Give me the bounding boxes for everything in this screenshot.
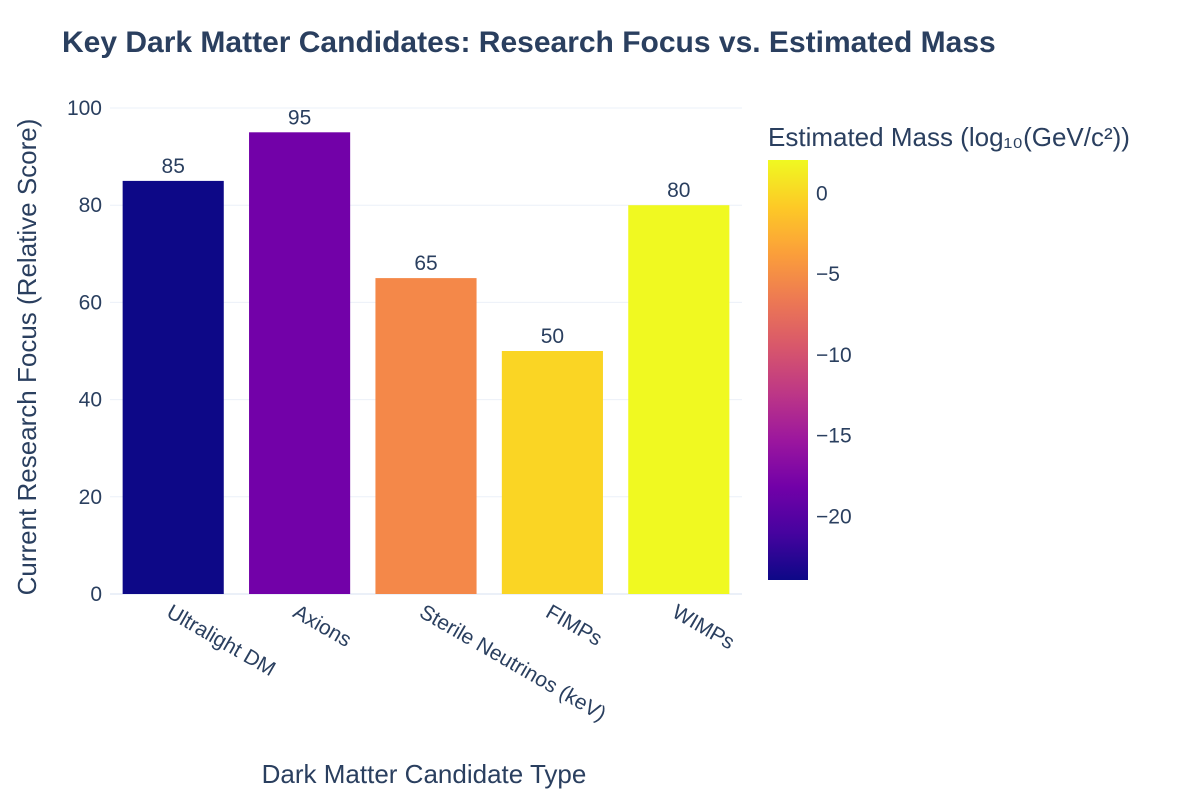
y-axis-title: Current Research Focus (Relative Score) bbox=[12, 119, 42, 596]
bar bbox=[122, 180, 224, 594]
y-tick-label: 0 bbox=[90, 583, 102, 606]
chart-title: Key Dark Matter Candidates: Research Foc… bbox=[62, 26, 996, 59]
colorbar-tick-label: −20 bbox=[816, 505, 852, 528]
y-tick-label: 80 bbox=[79, 194, 102, 217]
bar bbox=[249, 132, 351, 595]
x-tick-label: Ultralight DM bbox=[163, 600, 280, 681]
y-tick-label: 20 bbox=[79, 486, 102, 509]
data-label: 65 bbox=[414, 252, 437, 275]
y-axis-ticks: 0 20 40 60 80 100 bbox=[67, 97, 102, 606]
x-tick-label: Axions bbox=[289, 600, 355, 651]
colorbar-ticks: 0 −5 −10 −15 −20 bbox=[816, 182, 852, 528]
data-label: 50 bbox=[541, 325, 564, 348]
colorbar-tick-label: −10 bbox=[816, 344, 852, 367]
data-labels: 85 95 65 50 80 bbox=[162, 106, 691, 348]
colorbar-tick-label: 0 bbox=[816, 182, 828, 205]
x-tick-label: WIMPs bbox=[668, 600, 738, 654]
y-tick-label: 100 bbox=[67, 97, 102, 120]
x-axis-ticks: Ultralight DM Axions Sterile Neutrinos (ke… bbox=[163, 600, 739, 726]
bar bbox=[628, 205, 730, 594]
colorbar-gradient bbox=[768, 160, 808, 580]
y-tick-label: 40 bbox=[79, 389, 102, 412]
x-tick-label: FIMPs bbox=[542, 600, 606, 650]
colorbar: Estimated Mass (log₁₀(GeV/c²)) 0 −5 −10 −15… bbox=[768, 122, 1130, 580]
colorbar-title: Estimated Mass (log₁₀(GeV/c²)) bbox=[768, 122, 1130, 152]
bars bbox=[122, 132, 730, 595]
bar bbox=[375, 278, 477, 594]
data-label: 95 bbox=[288, 106, 311, 129]
data-label: 80 bbox=[667, 179, 690, 202]
colorbar-tick-label: −15 bbox=[816, 425, 852, 448]
colorbar-tick-label: −5 bbox=[816, 263, 840, 286]
y-tick-label: 60 bbox=[79, 291, 102, 314]
data-label: 85 bbox=[162, 155, 185, 178]
x-axis-title: Dark Matter Candidate Type bbox=[262, 759, 587, 789]
bar bbox=[501, 351, 603, 594]
